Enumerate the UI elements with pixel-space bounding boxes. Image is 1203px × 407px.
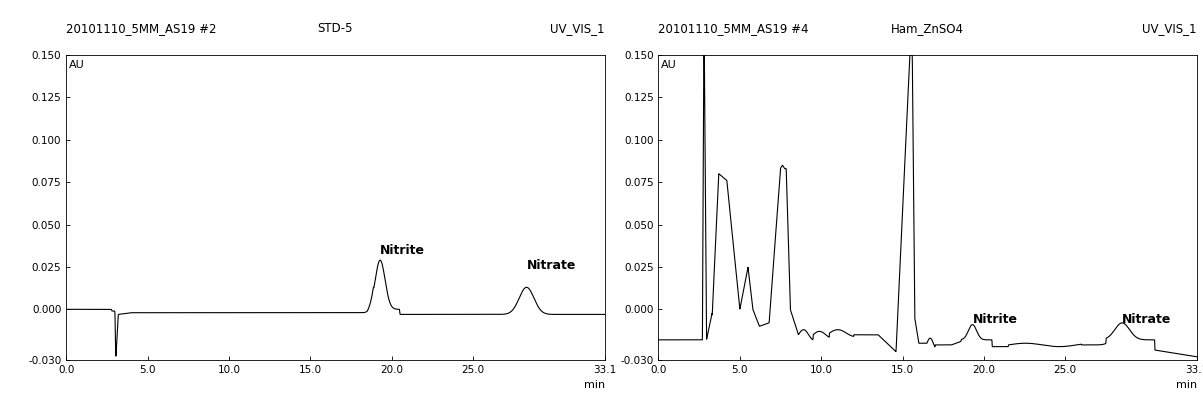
Text: STD-5: STD-5 — [318, 22, 354, 35]
Text: AU: AU — [69, 59, 84, 70]
Text: Nitrite: Nitrite — [380, 244, 425, 257]
Text: Nitrite: Nitrite — [972, 313, 1018, 326]
Text: min: min — [1175, 380, 1197, 390]
Text: UV_VIS_1: UV_VIS_1 — [550, 22, 605, 35]
Text: AU: AU — [662, 59, 677, 70]
Text: Nitrate: Nitrate — [1122, 313, 1172, 326]
Text: UV_VIS_1: UV_VIS_1 — [1143, 22, 1197, 35]
Text: Nitrate: Nitrate — [527, 259, 576, 272]
Text: 20101110_5MM_AS19 #4: 20101110_5MM_AS19 #4 — [658, 22, 808, 35]
Text: 20101110_5MM_AS19 #2: 20101110_5MM_AS19 #2 — [66, 22, 217, 35]
Text: Ham_ZnSO4: Ham_ZnSO4 — [891, 22, 965, 35]
Text: min: min — [583, 380, 605, 390]
